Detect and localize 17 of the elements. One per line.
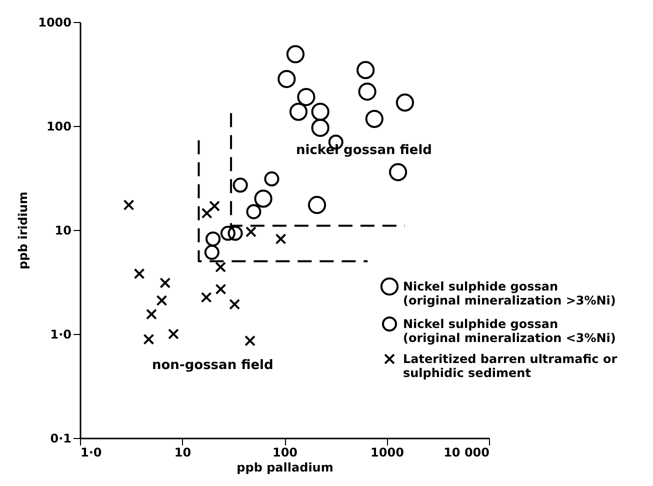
x-tick-label: 1·0 <box>80 446 102 460</box>
y-tick-label: 100 <box>46 120 72 134</box>
x-tick-label: 1000 <box>370 446 404 460</box>
x-axis-title: ppb palladium <box>236 460 334 474</box>
y-tick-label: 0·1 <box>50 432 72 446</box>
legend-label: Lateritized barren ultramafic or sulphidic sediment <box>403 352 618 380</box>
y-tick-label: 1000 <box>38 16 72 30</box>
x-tick-label: 10 000 <box>444 446 490 460</box>
y-axis-title: ppb iridium <box>16 192 30 270</box>
legend-label: Nickel sulphide gossan (original mineralization <3%Ni) <box>403 317 616 345</box>
y-tick-label: 10 <box>54 224 72 238</box>
annotation: non-gossan field <box>152 358 274 373</box>
x-tick-label: 10 <box>174 446 192 460</box>
x-tick-label: 100 <box>272 446 298 460</box>
legend-label: Nickel sulphide gossan (original mineralization >3%Ni) <box>403 280 616 308</box>
annotation: nickel gossan field <box>296 143 432 158</box>
y-tick-label: 1·0 <box>50 328 72 342</box>
